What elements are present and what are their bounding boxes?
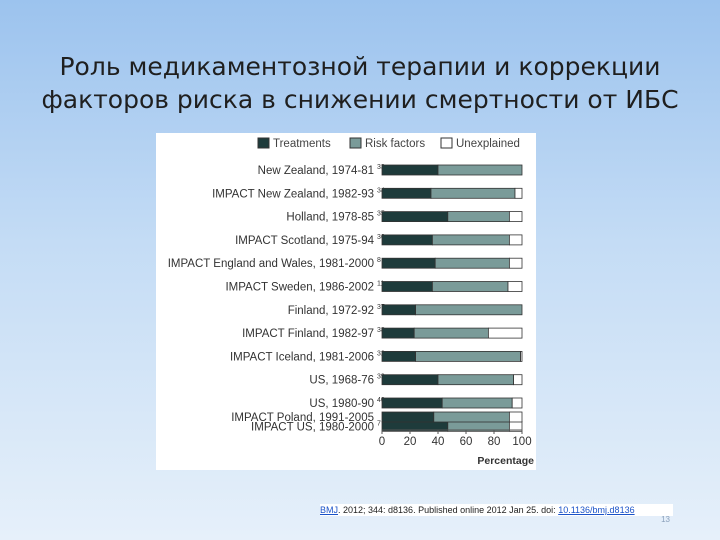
bar-segment-unexplained (508, 211, 523, 222)
category-ref: 40 (377, 397, 385, 404)
category-ref: 39 (377, 374, 385, 381)
x-tick-label: 40 (432, 436, 445, 448)
bar-segment-treatments (381, 327, 415, 339)
bar-segment-treatments (381, 257, 436, 269)
x-tick-label: 20 (404, 436, 417, 448)
bar-segment-treatments (381, 281, 433, 292)
bar-segment-treatments (381, 211, 449, 222)
bar-segment-risk-factors (441, 397, 513, 409)
bar-segment-risk-factors (413, 327, 489, 339)
legend-label-1: Risk factors (365, 138, 425, 150)
bar-segment-risk-factors (437, 164, 523, 176)
bar-segment-unexplained (511, 397, 523, 409)
citation-text: . 2012; 344: d8136. Published online 201… (338, 505, 559, 515)
bar-segment-unexplained (520, 350, 523, 362)
category-ref: 35 (377, 211, 385, 218)
bar-segment-unexplained (507, 281, 523, 292)
stacked-bar-chart: Treatments Risk factors Unexplained New Zea… (168, 137, 534, 467)
bar-segment-unexplained (513, 374, 523, 386)
slide-title-line-1: Роль медикаментозной терапии и коррекции (59, 52, 661, 81)
category-label: IMPACT US, 1980-2000 (251, 421, 374, 433)
category-ref: 36 (377, 234, 385, 241)
slide-title: Роль медикаментозной терапии и коррекции… (30, 50, 690, 116)
category-label: IMPACT New Zealand, 1982-93 (212, 188, 374, 200)
category-ref: 33 (377, 164, 385, 171)
bar-segment-unexplained (508, 257, 523, 269)
category-label: US, 1968-76 (309, 375, 374, 387)
bar-segment-risk-factors (431, 234, 510, 246)
legend-swatch-2 (440, 137, 453, 149)
category-ref: 32 (377, 350, 385, 357)
x-tick-label: 80 (488, 436, 501, 448)
citation-journal-link[interactable]: BMJ (320, 505, 338, 515)
category-label: IMPACT Sweden, 1986-2002 (225, 282, 374, 294)
category-ref: 8 (377, 257, 381, 264)
bar-segment-unexplained (514, 187, 523, 199)
bar-segment-treatments (381, 397, 443, 409)
bar-segment-risk-factors (434, 257, 510, 269)
x-axis-label: Percentage (477, 455, 534, 467)
bar-segment-treatments (381, 164, 439, 176)
bar-segment-risk-factors (447, 211, 510, 222)
legend-swatch-0 (257, 137, 270, 149)
bar-segment-risk-factors (415, 304, 523, 316)
bar-segment-risk-factors (437, 374, 514, 386)
category-ref: 7 (377, 420, 381, 427)
category-label: IMPACT Iceland, 1981-2006 (230, 351, 374, 363)
category-ref: 38 (377, 327, 385, 334)
category-label: US, 1980-90 (309, 398, 374, 410)
slide-title-line-2: факторов риска в снижении смертности от … (41, 85, 679, 114)
category-label: Holland, 1978-85 (286, 212, 374, 224)
page-number: 13 (661, 515, 670, 524)
legend-label-2: Unexplained (456, 138, 520, 150)
category-label: IMPACT Poland, 1991-2005 (231, 412, 374, 424)
category-label: IMPACT Scotland, 1975-94 (235, 235, 375, 247)
legend-swatch-1 (349, 137, 362, 149)
x-tick-label: 100 (512, 436, 531, 448)
category-ref: 11 (377, 281, 384, 288)
x-tick-label: 60 (460, 436, 473, 448)
x-tick-label: 0 (379, 436, 385, 448)
citation-doi-link[interactable]: 10.1136/bmj.d8136 (558, 505, 635, 515)
bar-segment-risk-factors (415, 350, 522, 362)
category-label: New Zealand, 1974-81 (258, 165, 374, 177)
category-label: IMPACT Finland, 1982-97 (242, 328, 374, 340)
category-ref: 37 (377, 304, 385, 311)
category-label: IMPACT England and Wales, 1981-2000 (168, 258, 374, 270)
bar-segment-risk-factors (433, 411, 510, 423)
bar-segment-treatments (381, 411, 435, 423)
chart-panel: Treatments Risk factors Unexplained New Zea… (156, 133, 536, 470)
bar-segment-treatments (381, 234, 433, 246)
bar-segment-treatments (381, 187, 432, 199)
bar-segment-risk-factors (430, 187, 516, 199)
legend-label-0: Treatments (273, 138, 331, 150)
bar-segment-treatments (381, 350, 416, 362)
bar-segment-unexplained (508, 411, 523, 423)
bar-segment-treatments (381, 374, 439, 386)
citation: BMJ. 2012; 344: d8136. Published online … (320, 504, 673, 516)
bar-segment-unexplained (487, 327, 523, 339)
bar-segment-treatments (381, 304, 416, 316)
category-ref: 34 (377, 187, 385, 194)
bar-segment-risk-factors (431, 281, 509, 292)
bar-segment-unexplained (508, 234, 523, 246)
category-label: Finland, 1972-92 (288, 305, 374, 317)
